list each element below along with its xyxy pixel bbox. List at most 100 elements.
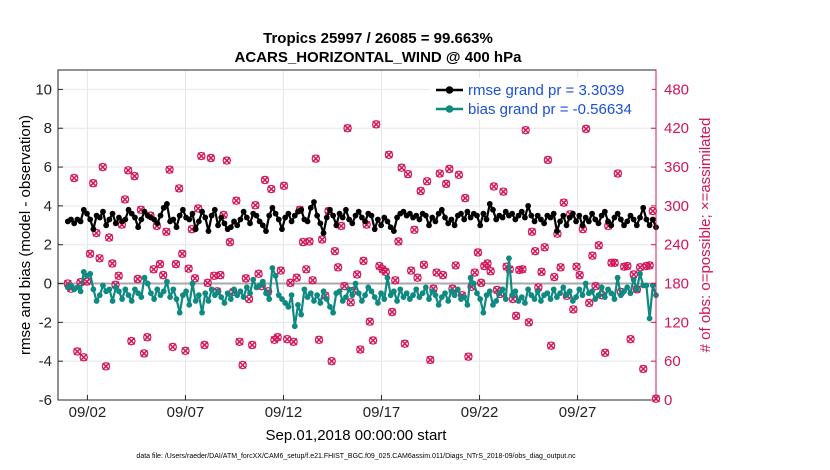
obs-possible-point (394, 237, 403, 246)
obs-possible-point (406, 266, 416, 275)
obs-possible-point (184, 264, 193, 273)
obs-assimilated-point (283, 335, 292, 344)
y-right-tick-label: 180 (664, 276, 689, 293)
obs-possible-point (114, 271, 123, 280)
bias-point (480, 309, 487, 316)
obs-possible-point (451, 261, 460, 270)
legend-bias-label: bias grand pr = -0.56634 (468, 101, 632, 118)
bias-point (438, 294, 445, 301)
obs-assimilated-point (559, 198, 568, 207)
bias-point (464, 301, 471, 308)
rmse-point (211, 206, 218, 213)
obs-possible-point (95, 254, 104, 263)
obs-x-stroke (292, 273, 301, 282)
obs-x-stroke (242, 274, 250, 283)
bias-point (422, 284, 429, 291)
obs-x-stroke (261, 176, 269, 184)
bias-point (125, 292, 132, 299)
obs-possible-point (333, 263, 343, 272)
bias-point (167, 294, 173, 301)
obs-assimilated-point (203, 279, 212, 287)
bias-point (192, 298, 199, 304)
obs-assimilated-point (521, 126, 530, 135)
bias-point (496, 290, 503, 297)
obs-possible-point (530, 246, 540, 256)
obs-x-stroke (442, 180, 450, 188)
rmse-point (390, 228, 397, 235)
obs-x-stroke (432, 268, 441, 277)
rmse-point (384, 218, 391, 225)
bias-point (403, 290, 410, 297)
bias-point (211, 292, 218, 299)
obs-possible-point (267, 184, 276, 194)
obs-assimilated-point (623, 262, 632, 270)
obs-assimilated-point (226, 238, 234, 246)
obs-possible-point (569, 305, 578, 314)
obs-x-stroke (372, 120, 381, 129)
obs-possible-point (108, 259, 117, 268)
rmse-point (116, 214, 122, 221)
obs-possible-point (588, 251, 597, 260)
obs-assimilated-point (127, 337, 136, 345)
x-tick-label: 09/27 (559, 404, 597, 421)
rmse-point (592, 216, 599, 223)
obs-assimilated-point (435, 169, 444, 178)
obs-x-stroke (334, 263, 342, 272)
obs-x-stroke (490, 182, 498, 191)
rmse-point (608, 222, 615, 229)
obs-x-stroke (331, 247, 339, 256)
rmse-point (601, 208, 608, 215)
obs-possible-point (543, 155, 553, 165)
obs-possible-point (340, 281, 349, 291)
obs-assimilated-point (585, 299, 594, 307)
obs-x-stroke (248, 341, 257, 349)
rmse-point (563, 222, 570, 229)
bias-point (390, 288, 397, 295)
rmse-point (307, 204, 314, 211)
obs-assimilated-point (261, 176, 269, 184)
obs-possible-point (368, 336, 378, 345)
obs-x-stroke (216, 271, 225, 279)
obs-possible-point (464, 352, 473, 361)
rmse-point (569, 210, 576, 217)
obs-x-stroke (439, 271, 447, 279)
obs-assimilated-point (572, 262, 581, 271)
y-tick-label: -6 (39, 392, 52, 409)
obs-possible-point (79, 353, 88, 362)
obs-assimilated-point (159, 271, 168, 279)
obs-x-stroke (445, 165, 454, 173)
x-axis: 09/02 09/07 09/12 09/17 09/22 09/27 (69, 395, 597, 421)
bias-point (621, 288, 627, 295)
obs-x-stroke (528, 227, 536, 236)
obs-possible-point (314, 335, 324, 345)
bias-point (237, 288, 244, 295)
obs-x-stroke (391, 276, 400, 285)
obs-assimilated-point (629, 270, 638, 279)
bias-point (608, 290, 615, 297)
bias-point (141, 274, 148, 281)
rmse-point (285, 210, 292, 217)
obs-assimilated-point (407, 266, 416, 275)
bias-point (381, 296, 388, 302)
obs-possible-point (397, 163, 406, 172)
bias-point (218, 294, 225, 301)
obs-assimilated-point (416, 187, 425, 195)
obs-x-stroke (175, 184, 183, 193)
obs-x-stroke (181, 346, 190, 355)
x-tick-label: 09/12 (265, 404, 303, 421)
obs-x-stroke (572, 262, 581, 271)
obs-assimilated-point (86, 249, 94, 258)
obs-assimilated-point (140, 349, 148, 358)
obs-possible-point (365, 317, 375, 326)
bias-point (509, 292, 516, 299)
obs-x-stroke (191, 274, 199, 283)
obs-assimilated-point (79, 353, 88, 362)
rmse-point (554, 228, 560, 235)
rmse-point (154, 220, 161, 227)
obs-assimilated-point (343, 124, 352, 133)
obs-possible-point (168, 342, 177, 352)
obs-x-stroke (162, 227, 171, 236)
y-right-tick-label: 240 (664, 237, 689, 254)
bias-point (314, 292, 321, 299)
